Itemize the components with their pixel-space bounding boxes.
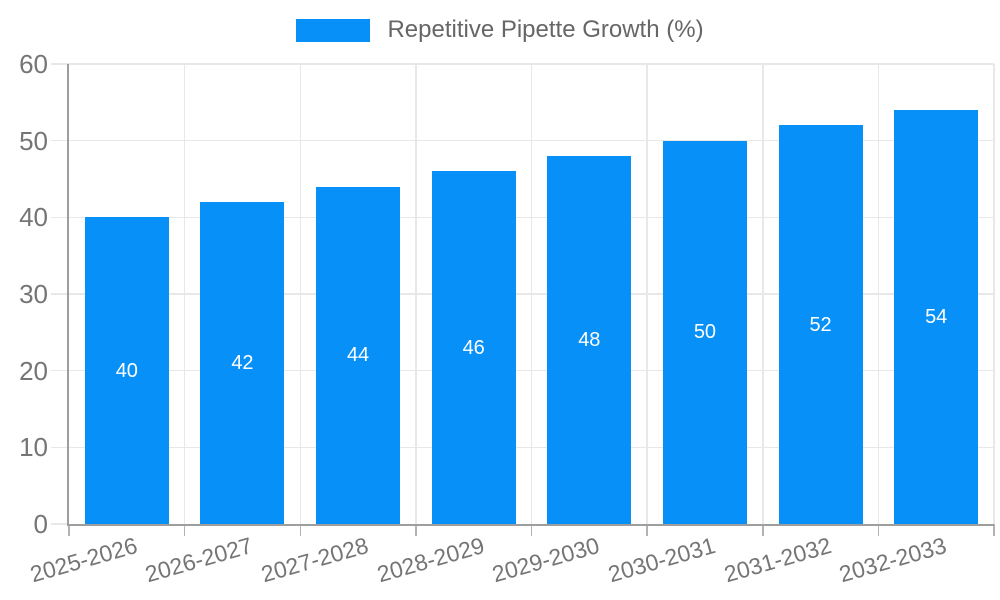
bar[interactable]: 46 (431, 171, 516, 524)
gridline-vertical (762, 64, 764, 524)
y-axis-tick-label: 40 (19, 202, 48, 233)
bar[interactable]: 40 (84, 217, 169, 524)
y-axis-tick (51, 139, 69, 142)
legend-swatch[interactable] (296, 18, 371, 42)
x-axis-tick (877, 524, 880, 536)
x-axis-tick (68, 524, 70, 536)
x-axis-line (67, 524, 994, 526)
x-axis-category-label: 2032-2033 (832, 532, 949, 587)
y-axis-tick (51, 523, 69, 525)
x-axis-tick (993, 524, 995, 536)
x-axis-category-label: 2026-2027 (138, 532, 256, 587)
gridline-vertical (646, 64, 648, 524)
x-axis-tick (646, 524, 648, 536)
y-axis-tick-label: 10 (19, 432, 48, 463)
bar-value-label: 48 (578, 329, 601, 351)
gridline-vertical (183, 64, 186, 524)
bar-value-label: 42 (231, 352, 254, 374)
bar[interactable]: 54 (894, 110, 979, 524)
gridline-vertical (530, 64, 533, 524)
x-axis-category-label: 2030-2031 (601, 532, 718, 587)
x-axis-category-label: 2027-2028 (254, 532, 371, 587)
y-axis-tick-label: 50 (19, 125, 48, 156)
x-axis-tick (530, 524, 533, 536)
x-axis-tick (415, 524, 417, 536)
bar-value-label: 50 (693, 321, 717, 344)
bar[interactable]: 44 (316, 186, 401, 524)
x-axis-category-label: 2031-2032 (717, 532, 834, 587)
bar-value-label: 46 (462, 336, 485, 359)
x-axis-category-label-text: 2027-2028 (258, 532, 372, 588)
x-axis-category-label: 2029-2030 (485, 532, 603, 587)
bar[interactable]: 48 (547, 156, 632, 524)
x-axis-tick (183, 524, 186, 536)
x-axis-category-label-text: 2026-2027 (142, 532, 256, 588)
y-axis-tick (51, 63, 69, 65)
bar[interactable]: 52 (778, 125, 863, 524)
gridline-vertical (993, 64, 995, 524)
x-axis-category-label: 2028-2029 (370, 532, 487, 587)
x-axis-category-label-text: 2029-2030 (489, 532, 603, 588)
gridline-vertical (877, 64, 880, 524)
legend[interactable]: Repetitive Pipette Growth (%) (0, 17, 1000, 43)
y-axis-line (67, 64, 69, 526)
bar[interactable]: 50 (662, 140, 747, 524)
x-axis-category-label-text: 2031-2032 (720, 532, 834, 588)
gridline-vertical (299, 64, 301, 524)
legend-label: Repetitive Pipette Growth (%) (387, 16, 704, 43)
bar-value-label: 40 (115, 359, 138, 382)
x-axis-category-label-text: 2025-2026 (27, 532, 140, 588)
x-axis-tick (762, 524, 764, 536)
x-axis-category-label: 2025-2026 (23, 532, 140, 587)
gridline-vertical (415, 64, 417, 524)
y-axis-tick (51, 216, 69, 219)
y-axis-tick (51, 293, 69, 295)
y-axis-tick-label: 30 (19, 279, 48, 309)
x-axis-category-label-text: 2028-2029 (373, 532, 487, 588)
y-axis-tick-label: 0 (33, 509, 48, 539)
y-axis-tick-label: 20 (19, 355, 48, 386)
y-axis-tick (51, 446, 69, 449)
x-axis-tick (299, 524, 301, 536)
x-axis-category-label-text: 2030-2031 (605, 532, 719, 588)
x-axis-category-label-text: 2032-2033 (836, 532, 950, 588)
y-axis-tick (51, 369, 69, 372)
bar[interactable]: 42 (200, 202, 285, 524)
y-axis-tick-label: 60 (19, 49, 48, 79)
bar-value-label: 44 (346, 344, 370, 367)
bar-value-label: 52 (809, 313, 832, 336)
bar-value-label: 54 (925, 306, 948, 328)
